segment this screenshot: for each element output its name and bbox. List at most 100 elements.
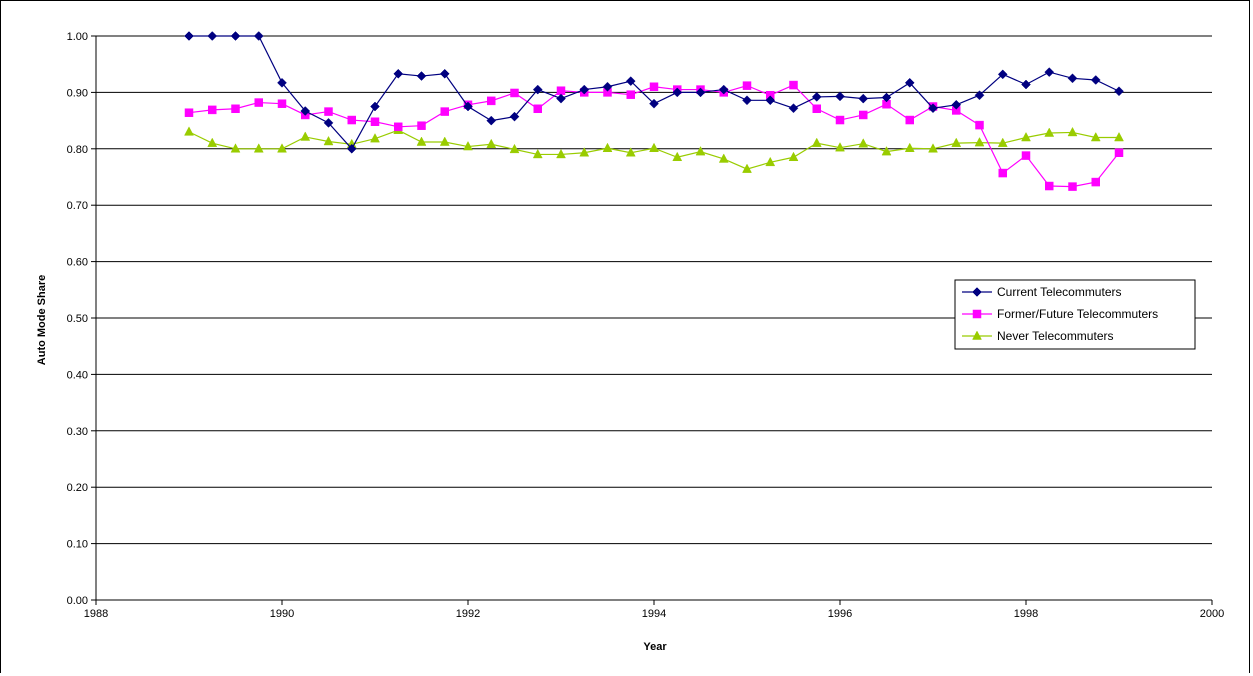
series-2-point-16 xyxy=(556,148,566,159)
series-2-point-5 xyxy=(300,131,311,141)
series-1-point-4 xyxy=(277,99,287,108)
series-2 xyxy=(184,124,1124,173)
series-0-point-2 xyxy=(230,31,241,41)
series-1 xyxy=(184,80,1124,191)
x-tick-label-5: 1998 xyxy=(1014,608,1038,620)
series-2-point-24 xyxy=(742,163,752,173)
series-layer xyxy=(184,31,1124,191)
series-1-point-10 xyxy=(417,121,426,130)
series-2-point-20 xyxy=(649,142,659,152)
legend-marker-1 xyxy=(972,309,982,319)
series-2-point-1 xyxy=(207,137,218,147)
series-2-point-27 xyxy=(811,137,822,147)
y-tick-label-5: 0.50 xyxy=(67,313,88,325)
series-2-point-21 xyxy=(672,151,683,162)
series-0-point-38 xyxy=(1067,73,1078,84)
series-2-point-12 xyxy=(463,141,473,151)
y-tick-label-10: 1.00 xyxy=(67,31,88,43)
y-axis-title: Auto Mode Share xyxy=(36,275,48,365)
series-1-point-19 xyxy=(626,90,635,99)
series-0-point-40 xyxy=(1114,86,1124,97)
series-0-point-15 xyxy=(532,84,543,95)
series-0-point-3 xyxy=(253,31,264,41)
series-1-point-36 xyxy=(1021,151,1031,160)
series-0-point-37 xyxy=(1044,67,1055,77)
series-0-point-28 xyxy=(835,91,845,102)
legend-label-1: Former/Future Telecommuters xyxy=(997,307,1158,321)
series-0-point-21 xyxy=(672,87,683,98)
series-0-point-12 xyxy=(463,101,473,112)
series-1-point-24 xyxy=(742,81,752,90)
series-2-point-36 xyxy=(1021,131,1031,142)
series-0-point-22 xyxy=(695,87,706,98)
series-2-point-33 xyxy=(951,137,962,147)
series-2-point-15 xyxy=(532,148,543,159)
series-0-point-19 xyxy=(625,76,636,86)
series-0-point-35 xyxy=(997,69,1008,80)
series-2-point-26 xyxy=(788,151,799,162)
series-0-point-11 xyxy=(439,68,450,79)
series-1-point-15 xyxy=(533,104,542,114)
series-1-point-27 xyxy=(812,104,821,114)
series-1-point-28 xyxy=(835,115,845,125)
y-tick-label-0: 0.00 xyxy=(67,595,88,607)
series-2-point-34 xyxy=(974,137,985,147)
series-1-point-3 xyxy=(254,98,263,107)
x-tick-label-4: 1996 xyxy=(828,608,852,620)
y-tick-label-3: 0.30 xyxy=(67,426,88,438)
series-2-point-25 xyxy=(765,156,776,167)
series-0-point-39 xyxy=(1090,75,1101,85)
series-2-point-23 xyxy=(718,153,729,163)
series-0-point-25 xyxy=(765,95,776,106)
series-1-point-14 xyxy=(510,88,519,98)
y-tick-label-8: 0.80 xyxy=(67,144,88,156)
series-1-point-39 xyxy=(1091,177,1100,187)
series-2-point-6 xyxy=(323,135,334,146)
series-0 xyxy=(184,31,1124,154)
series-2-point-29 xyxy=(858,138,869,148)
series-1-point-34 xyxy=(975,120,984,130)
series-0-point-34 xyxy=(974,90,985,101)
legend-box xyxy=(954,279,1196,350)
series-0-point-32 xyxy=(928,103,938,114)
x-tick-label-3: 1994 xyxy=(642,608,666,620)
series-1-point-2 xyxy=(231,104,240,114)
series-2-point-38 xyxy=(1067,126,1078,137)
series-1-point-37 xyxy=(1045,181,1054,191)
legend-label-0: Current Telecommuters xyxy=(997,285,1122,299)
series-1-point-0 xyxy=(184,108,194,117)
series-2-point-0 xyxy=(184,126,194,136)
series-0-point-14 xyxy=(509,111,520,122)
series-2-point-35 xyxy=(997,137,1008,147)
series-2-point-28 xyxy=(835,142,845,152)
series-1-point-40 xyxy=(1114,148,1124,157)
series-2-point-30 xyxy=(881,146,892,156)
series-0-point-4 xyxy=(277,77,287,88)
y-tick-label-9: 0.90 xyxy=(67,87,88,99)
series-2-point-3 xyxy=(253,143,264,153)
series-2-point-10 xyxy=(416,136,427,146)
series-1-point-38 xyxy=(1068,182,1077,191)
series-0-point-6 xyxy=(323,118,334,128)
x-tick-label-1: 1990 xyxy=(270,608,294,620)
series-2-point-19 xyxy=(625,147,636,157)
x-tick-label-2: 1992 xyxy=(456,608,480,620)
series-0-point-7 xyxy=(346,143,357,154)
y-tick-label-1: 0.10 xyxy=(67,539,88,551)
series-1-point-7 xyxy=(347,115,356,125)
series-2-point-14 xyxy=(509,143,520,154)
series-2-point-18 xyxy=(602,142,613,152)
series-0-point-13 xyxy=(486,115,497,126)
series-2-point-2 xyxy=(230,143,241,153)
series-0-point-20 xyxy=(649,98,659,109)
series-0-point-5 xyxy=(300,106,311,116)
series-1-point-13 xyxy=(487,96,496,106)
series-0-point-36 xyxy=(1021,79,1031,90)
series-1-point-1 xyxy=(208,105,217,115)
series-0-point-27 xyxy=(811,92,822,102)
series-1-point-20 xyxy=(649,82,659,92)
series-0-point-26 xyxy=(788,103,799,114)
series-0-point-31 xyxy=(904,77,915,88)
legend: Current Telecommuters Former/Future Telec… xyxy=(954,279,1196,350)
